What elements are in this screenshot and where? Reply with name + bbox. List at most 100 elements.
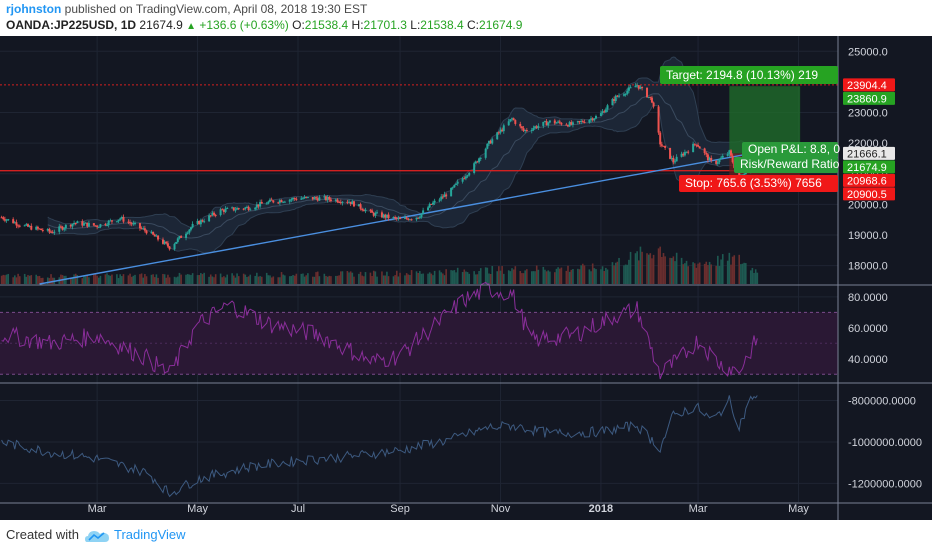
candle-body bbox=[152, 231, 155, 235]
chart-area[interactable]: Mar May Jul Sep Nov 2018 Mar May 18000.0 19000.0 2… bbox=[0, 36, 932, 520]
volume-bar bbox=[226, 274, 228, 284]
candle-body bbox=[487, 140, 490, 144]
candle-body bbox=[590, 118, 593, 120]
candle-body bbox=[242, 208, 245, 210]
volume-bar bbox=[99, 275, 102, 284]
candle-body bbox=[565, 124, 568, 126]
volume-bar bbox=[236, 273, 238, 284]
candle-body bbox=[634, 85, 637, 88]
volume-bar bbox=[180, 274, 182, 284]
candle-body bbox=[280, 200, 283, 203]
publish-line: rjohnston published on TradingView.com, … bbox=[6, 2, 367, 16]
volume-bar bbox=[18, 276, 21, 284]
volume-bar bbox=[641, 251, 643, 284]
symbol-label[interactable]: OANDA:JP225USD, 1D bbox=[6, 18, 137, 32]
candle-body bbox=[683, 152, 686, 156]
candle-body bbox=[12, 219, 15, 224]
volume-bar bbox=[743, 262, 745, 284]
volume-bar bbox=[86, 275, 89, 284]
volume-bar bbox=[97, 277, 100, 284]
volume-bar bbox=[442, 273, 444, 284]
candle-body bbox=[502, 125, 505, 132]
candle-body bbox=[553, 120, 556, 124]
candle-body bbox=[351, 201, 354, 205]
candle-body bbox=[86, 222, 89, 227]
candle-body bbox=[178, 236, 181, 239]
candle-body bbox=[532, 127, 535, 131]
volume-bar bbox=[603, 271, 606, 284]
volume-bar bbox=[50, 274, 52, 284]
candle-body bbox=[474, 161, 477, 164]
high-value: 21701.3 bbox=[363, 18, 407, 32]
candle-body bbox=[155, 235, 158, 237]
candle-body bbox=[106, 224, 109, 226]
author-name[interactable]: rjohnston bbox=[6, 2, 62, 16]
volume-bar bbox=[144, 274, 146, 284]
volume-bar bbox=[461, 272, 464, 284]
volume-bar bbox=[46, 277, 49, 284]
volume-bar bbox=[565, 270, 568, 284]
candle-body bbox=[395, 217, 398, 219]
price-label-text: 23904.4 bbox=[847, 80, 887, 92]
target-label-box[interactable] bbox=[660, 66, 838, 84]
volume-bar bbox=[145, 276, 148, 284]
candle-body bbox=[51, 232, 54, 234]
volume-bar bbox=[346, 271, 349, 284]
volume-bar bbox=[687, 266, 689, 284]
candle-body bbox=[74, 222, 77, 224]
volume-bar bbox=[318, 276, 321, 284]
candle-body bbox=[489, 140, 492, 144]
candle-body bbox=[282, 201, 285, 203]
open-pl-label-box[interactable] bbox=[742, 142, 838, 158]
volume-bar bbox=[397, 276, 400, 284]
volume-bar bbox=[524, 270, 526, 284]
candle-body bbox=[26, 224, 29, 227]
candle-body bbox=[53, 231, 56, 233]
volume-bar bbox=[330, 276, 332, 284]
candle-body bbox=[122, 216, 125, 222]
volume-bar bbox=[417, 272, 419, 284]
volume-bar bbox=[209, 274, 212, 284]
candle-body bbox=[76, 221, 79, 224]
rsi-tick-label: 80.0000 bbox=[848, 292, 888, 304]
volume-bar bbox=[647, 254, 650, 284]
candle-body bbox=[604, 109, 607, 113]
candle-body bbox=[726, 154, 729, 156]
volume-bar bbox=[104, 274, 107, 284]
candle-body bbox=[499, 129, 502, 133]
volume-bar bbox=[530, 271, 533, 284]
volume-bar bbox=[247, 276, 250, 284]
volume-bar bbox=[568, 271, 571, 284]
volume-bar bbox=[419, 271, 421, 284]
candle-body bbox=[40, 228, 43, 231]
volume-bar bbox=[628, 259, 630, 284]
tradingview-brand[interactable]: TradingView bbox=[114, 527, 186, 542]
volume-bar bbox=[710, 264, 713, 284]
volume-bar bbox=[69, 277, 72, 284]
volume-bar bbox=[749, 270, 752, 284]
risk-reward-label-box[interactable] bbox=[734, 157, 838, 173]
volume-bar bbox=[351, 272, 354, 284]
volume-bar bbox=[269, 275, 271, 284]
candle-body bbox=[473, 163, 476, 174]
middle-band bbox=[47, 93, 758, 239]
rsi-tick-label: 60.0000 bbox=[848, 323, 888, 335]
volume-bar bbox=[198, 275, 201, 284]
stop-label-box[interactable] bbox=[679, 175, 838, 192]
candle-body bbox=[120, 216, 123, 219]
candle-body bbox=[99, 224, 102, 228]
candle-body bbox=[265, 203, 268, 205]
candle-body bbox=[36, 226, 39, 229]
volume-bar bbox=[249, 274, 252, 284]
candle-body bbox=[455, 183, 458, 185]
tradingview-logo-icon[interactable] bbox=[84, 528, 110, 544]
candle-body bbox=[384, 214, 387, 218]
volume-bar bbox=[433, 270, 436, 284]
volume-bar bbox=[670, 258, 673, 284]
candle-body bbox=[410, 219, 413, 221]
volume-bar bbox=[305, 275, 308, 284]
candle-body bbox=[650, 97, 653, 103]
candle-body bbox=[491, 139, 494, 144]
volume-bar bbox=[83, 275, 85, 284]
